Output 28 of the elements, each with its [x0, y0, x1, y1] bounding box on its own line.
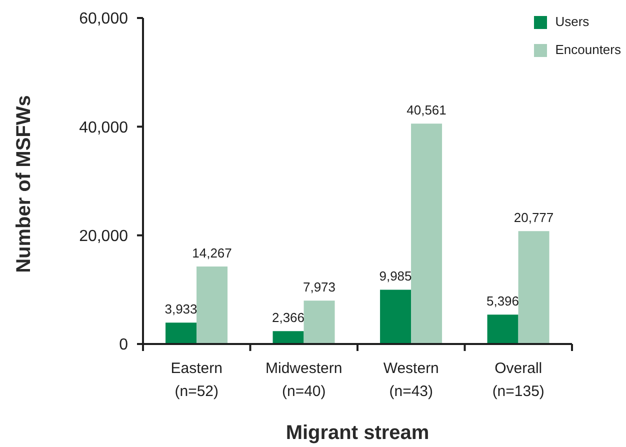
y-tick-label: 0	[119, 336, 128, 354]
legend-label: Encounters	[555, 42, 621, 58]
bar	[166, 322, 197, 344]
bar	[272, 331, 304, 344]
y-axis-title: Number of MSFWs	[13, 95, 35, 273]
y-tick-label: 60,000	[79, 10, 128, 28]
x-axis-title: Migrant stream	[286, 422, 430, 444]
bar	[487, 314, 518, 344]
bar	[304, 300, 335, 344]
data-label: 9,985	[379, 268, 412, 284]
x-tick-label: Western (n=43)	[383, 360, 439, 400]
data-label: 3,933	[164, 302, 198, 317]
data-label: 5,396	[486, 294, 520, 309]
x-tick-label: Eastern (n=52)	[170, 360, 222, 400]
bar	[380, 290, 412, 344]
bar	[411, 124, 442, 344]
data-label: 14,267	[192, 245, 232, 260]
data-label: 40,561	[406, 102, 446, 118]
data-label: 2,366	[272, 310, 305, 326]
x-tick-label: Overall (n=135)	[492, 360, 544, 400]
x-tick-label: Midwestern (n=40)	[266, 360, 342, 400]
bar	[518, 231, 550, 344]
legend-label: Users	[555, 14, 590, 30]
y-tick-label: 20,000	[79, 228, 128, 246]
data-label: 7,973	[303, 280, 336, 295]
y-tick-label: 40,000	[79, 119, 128, 136]
data-label: 20,777	[514, 210, 554, 226]
bar	[196, 266, 228, 344]
